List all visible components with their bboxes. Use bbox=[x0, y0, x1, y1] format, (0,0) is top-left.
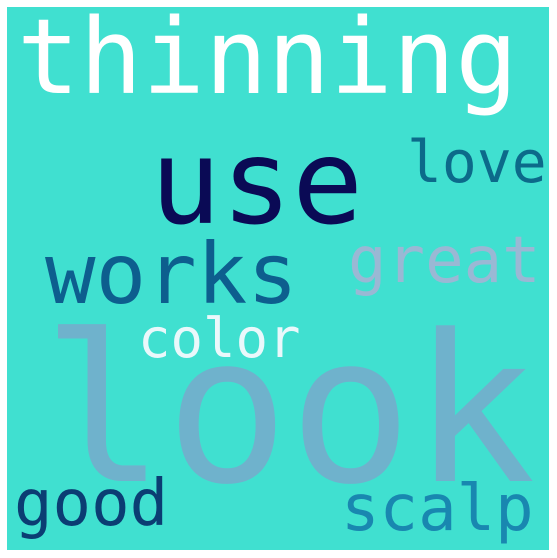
word-great: great bbox=[348, 224, 541, 298]
word-scalp: scalp bbox=[341, 472, 534, 546]
word-use: use bbox=[150, 113, 364, 251]
word-good: good bbox=[14, 467, 169, 541]
word-look: look bbox=[42, 292, 536, 530]
word-love: love bbox=[407, 128, 547, 196]
word-cloud: look thinning use love works great color… bbox=[7, 7, 549, 550]
word-color: color bbox=[138, 307, 301, 370]
word-thinning: thinning bbox=[17, 7, 518, 118]
word-works: works bbox=[45, 225, 298, 323]
